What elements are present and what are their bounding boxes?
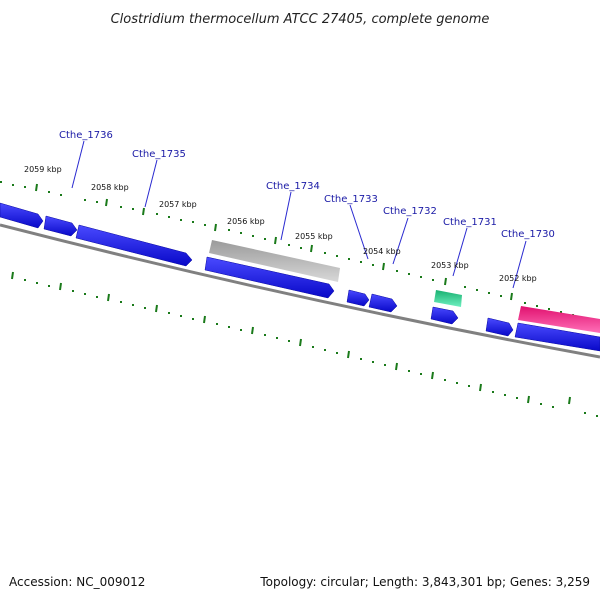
tick-label: 2054 kbp	[363, 247, 401, 256]
genome-backbone	[0, 223, 600, 359]
tick-label: 2058 kbp	[91, 183, 129, 192]
outer-major-ticks	[35, 183, 513, 301]
gene-arrow	[514, 322, 600, 352]
tick-labels: 2059 kbp 2058 kbp 2057 kbp 2056 kbp 2055…	[24, 165, 537, 283]
tick-label: 2056 kbp	[227, 217, 265, 226]
gene-label-cthe-1734[interactable]: Cthe_1734	[266, 181, 320, 192]
gene-arrow	[430, 306, 459, 325]
map-title: Clostridium thermocellum ATCC 27405, com…	[111, 12, 490, 27]
gene-arrow	[485, 317, 514, 337]
tick-label: 2055 kbp	[295, 232, 333, 241]
genome-summary-text: Topology: circular; Length: 3,843,301 bp…	[259, 575, 590, 589]
gene-label-cthe-1736[interactable]: Cthe_1736	[59, 130, 113, 141]
gene-arrow	[368, 293, 398, 313]
gene-arrow	[346, 289, 370, 307]
tick-label: 2059 kbp	[24, 165, 62, 174]
outer-tick-ring	[0, 181, 586, 319]
rna-feature	[434, 290, 462, 307]
gene-features	[0, 202, 600, 352]
gene-labels: Cthe_1736 Cthe_1735 Cthe_1734 Cthe_1733 …	[59, 130, 555, 240]
gene-arrow	[75, 224, 193, 267]
tick-label: 2057 kbp	[159, 200, 197, 209]
inner-tick-ring	[24, 279, 598, 417]
tick-label: 2052 kbp	[499, 274, 537, 283]
trna-feature	[518, 306, 600, 333]
pseudogene-feature	[209, 240, 340, 282]
gene-label-cthe-1735[interactable]: Cthe_1735	[132, 149, 186, 160]
accession-text: Accession: NC_009012	[9, 575, 145, 589]
gene-arrow	[204, 256, 335, 299]
gene-label-cthe-1733[interactable]: Cthe_1733	[324, 194, 378, 205]
gene-arrow	[43, 215, 78, 237]
inner-major-ticks	[11, 271, 571, 405]
gene-arrow	[0, 202, 44, 229]
gene-label-cthe-1732[interactable]: Cthe_1732	[383, 206, 437, 217]
gene-label-cthe-1731[interactable]: Cthe_1731	[443, 217, 497, 228]
gene-label-cthe-1730[interactable]: Cthe_1730	[501, 229, 555, 240]
tick-label: 2053 kbp	[431, 261, 469, 270]
label-leader-lines	[71, 140, 527, 289]
